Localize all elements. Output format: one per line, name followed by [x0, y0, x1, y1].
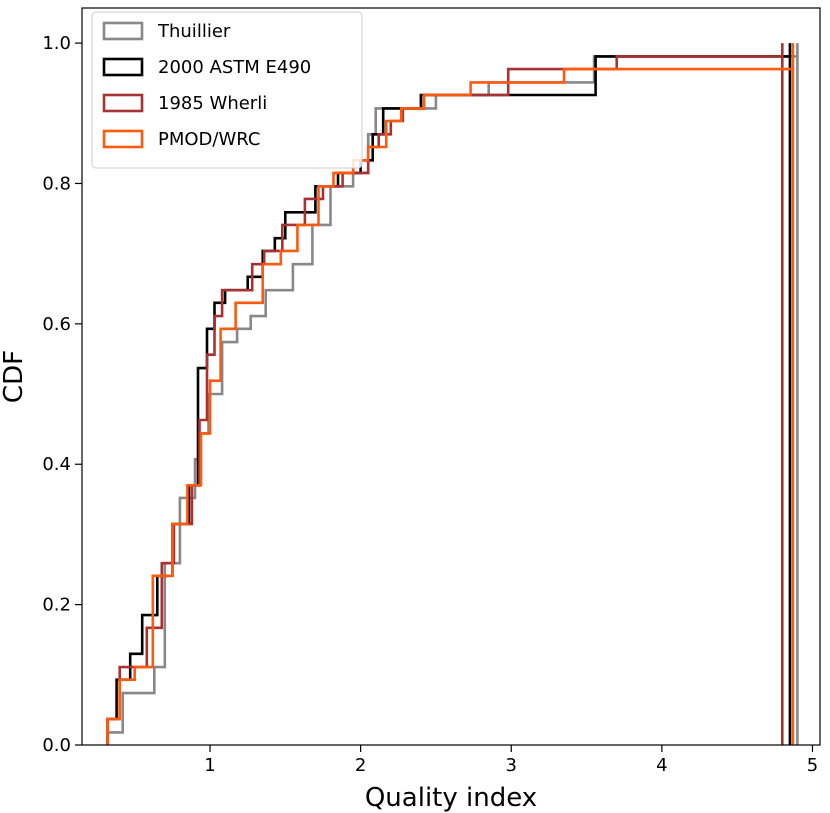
legend-swatch — [102, 21, 144, 41]
series-line-pmod-wrc — [106, 43, 795, 745]
series-layer — [106, 43, 799, 745]
x-tick-label: 2 — [355, 755, 366, 776]
y-tick-label: 0.4 — [42, 454, 71, 475]
legend-swatch — [102, 93, 144, 113]
y-axis-label: CDF — [0, 350, 29, 403]
y-tick-label: 0.6 — [42, 314, 71, 335]
legend: Thuillier 2000 ASTM E490 1985 Wherli PMOD/W… — [91, 11, 363, 169]
legend-swatch — [102, 129, 144, 149]
y-tick-label: 0.2 — [42, 595, 71, 616]
x-tick-label: 3 — [506, 755, 517, 776]
x-tick-label: 5 — [807, 755, 818, 776]
legend-swatch — [102, 57, 144, 77]
ticks-layer: 1 2 3 4 5 0.0 0.2 0.4 0.6 0.8 1.0 — [42, 33, 818, 776]
legend-items: Thuillier 2000 ASTM E490 1985 Wherli PMOD/W… — [102, 21, 311, 150]
legend-label: 1985 Wherli — [158, 93, 267, 114]
y-tick-label: 0.0 — [42, 735, 71, 756]
legend-box — [91, 11, 363, 169]
x-tick-label: 1 — [204, 755, 215, 776]
x-axis-label: Quality index — [365, 783, 537, 813]
y-tick-label: 0.8 — [42, 173, 71, 194]
legend-label: 2000 ASTM E490 — [158, 57, 311, 78]
y-tick-label: 1.0 — [42, 33, 71, 54]
x-tick-label: 4 — [656, 755, 667, 776]
legend-label: Thuillier — [157, 21, 231, 42]
legend-label: PMOD/WRC — [158, 129, 260, 150]
plot-frame — [81, 7, 821, 746]
